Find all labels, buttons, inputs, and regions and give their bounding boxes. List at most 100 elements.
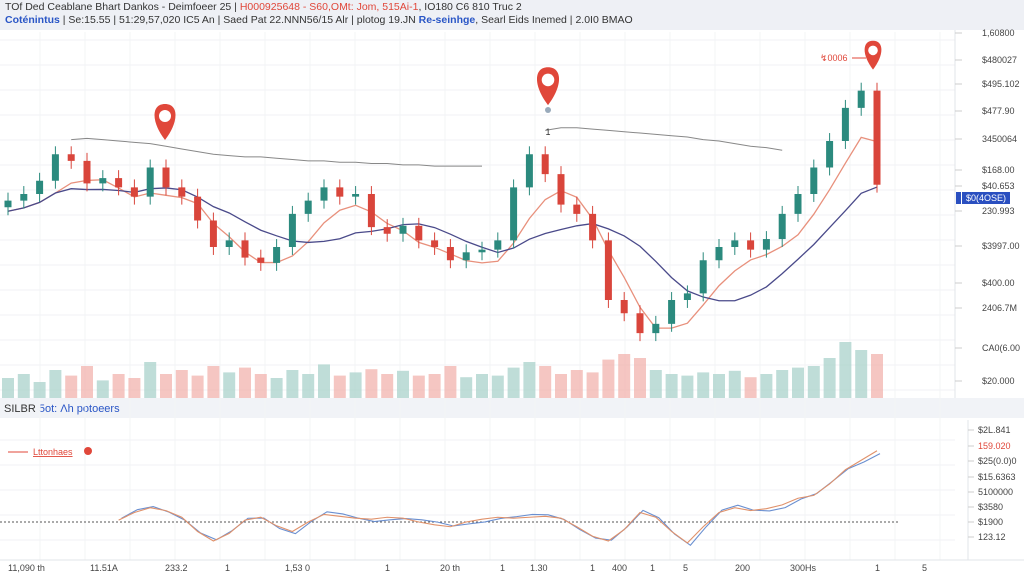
candle [794,186,802,222]
volume-bar [254,374,267,398]
candle-body [873,90,881,185]
volume-bar [17,374,30,398]
volume-bar [713,374,725,398]
volume-bar [570,370,583,398]
candle-body [367,194,375,228]
price-tick-label: 230.993 [982,206,1015,216]
candle-body [731,240,739,247]
oscillator-signal-line [121,453,881,547]
current-price-marker [956,192,961,204]
symbol-info[interactable]: H000925648 - S60,OMt: Jom, 515Ai-1 [239,1,419,13]
candle-body [446,247,454,261]
candle-body [762,239,770,250]
settings-link[interactable]: Re-seinhge [418,14,476,26]
candle [399,217,407,242]
candle-body [209,220,217,247]
candle [367,186,375,236]
candle [841,99,849,149]
volume-bar [349,372,362,398]
candle-body [194,196,202,221]
pin-hole [541,73,555,87]
time-tick-label: 1 [225,563,230,573]
candle-body [715,247,723,261]
time-tick-label: 5 [683,563,688,573]
map-pin-marker-icon[interactable] [154,104,176,140]
volume-bar [539,366,552,398]
osc-tick-label: $2L.841 [978,425,1011,435]
candle-body [462,252,470,261]
candle-body [51,154,59,181]
candle [225,232,233,255]
volume-bar [760,374,773,398]
osc-tick-label: $25(0.0)0 [978,456,1017,466]
volume-bar [476,374,488,398]
candle-body [652,323,660,334]
candle-body [257,257,265,263]
pin-hole [868,45,878,56]
candle [273,239,281,271]
volume-bar [728,370,741,398]
candle [810,159,818,202]
osc-tick-label: 159.020 [978,441,1011,451]
volume-bar [428,374,441,398]
price-tick-label: 2406.7M [982,303,1017,313]
volume-bar [223,372,236,398]
lower-pane-title: SILBR 5ot: Λh potoeers [4,403,120,415]
candle-body [826,141,834,168]
time-tick-label: 1 [650,563,655,573]
candle-body [336,187,344,197]
time-tick-label: 1.30 [530,563,548,573]
candle [731,232,739,255]
price-tick-label: $477.90 [982,106,1015,116]
candle-body [636,313,644,334]
volume-bar [681,375,694,398]
candle [636,305,644,342]
candle [4,192,12,216]
candle [288,205,296,255]
price-tick-label: $40.653 [982,181,1015,191]
candle-body [130,187,138,197]
osc-tick-label: $1900 [978,517,1003,527]
candle [51,146,59,189]
candle [873,82,881,193]
map-pin-marker-icon[interactable] [536,67,560,106]
current-price-label: $0(4OSE) [966,193,1006,203]
time-tick-label: 20 th [440,563,460,573]
indicator-name[interactable]: Coténintus [5,14,60,26]
candle-body [525,154,533,188]
volume-bar [318,364,330,398]
candle-body [778,213,786,240]
candle [715,239,723,269]
separator: | [231,1,240,13]
candle-body [288,213,296,247]
candle [557,166,565,213]
osc-tick-label: 5100000 [978,487,1013,497]
volume-bar [649,370,662,398]
pane-title-main: SILBR [4,403,36,415]
map-pin-marker-icon[interactable] [864,40,882,70]
candle [589,205,597,249]
volume-bar [412,375,425,398]
candle [178,179,186,205]
ohlc-stats: | Se:15.55 | 51:29,57,020 IC5 An | Saed … [59,14,419,26]
volume-bar [2,378,14,398]
price-tick-label: 1,60800 [982,28,1015,38]
volume-bar [365,369,378,398]
header-extra: , IO180 C6 810 Truc 2 [418,1,522,13]
candle-body [162,167,170,188]
candle-body [841,107,849,141]
volume-bar [333,375,346,398]
candle-body [320,187,328,201]
price-tick-label: 3450064 [982,134,1017,144]
volume-bar [555,374,567,398]
candle [209,212,217,255]
candle [747,232,755,258]
osc-tick-label: $3580 [978,502,1003,512]
chart-header: TOf Ded Ceablane Bhart Dankos - Deimfoee… [0,0,1024,30]
candle-body [683,293,691,300]
pane-divider[interactable] [0,398,1024,418]
volume-bar [96,380,109,398]
volume-bar [207,366,220,398]
candle [162,159,170,196]
